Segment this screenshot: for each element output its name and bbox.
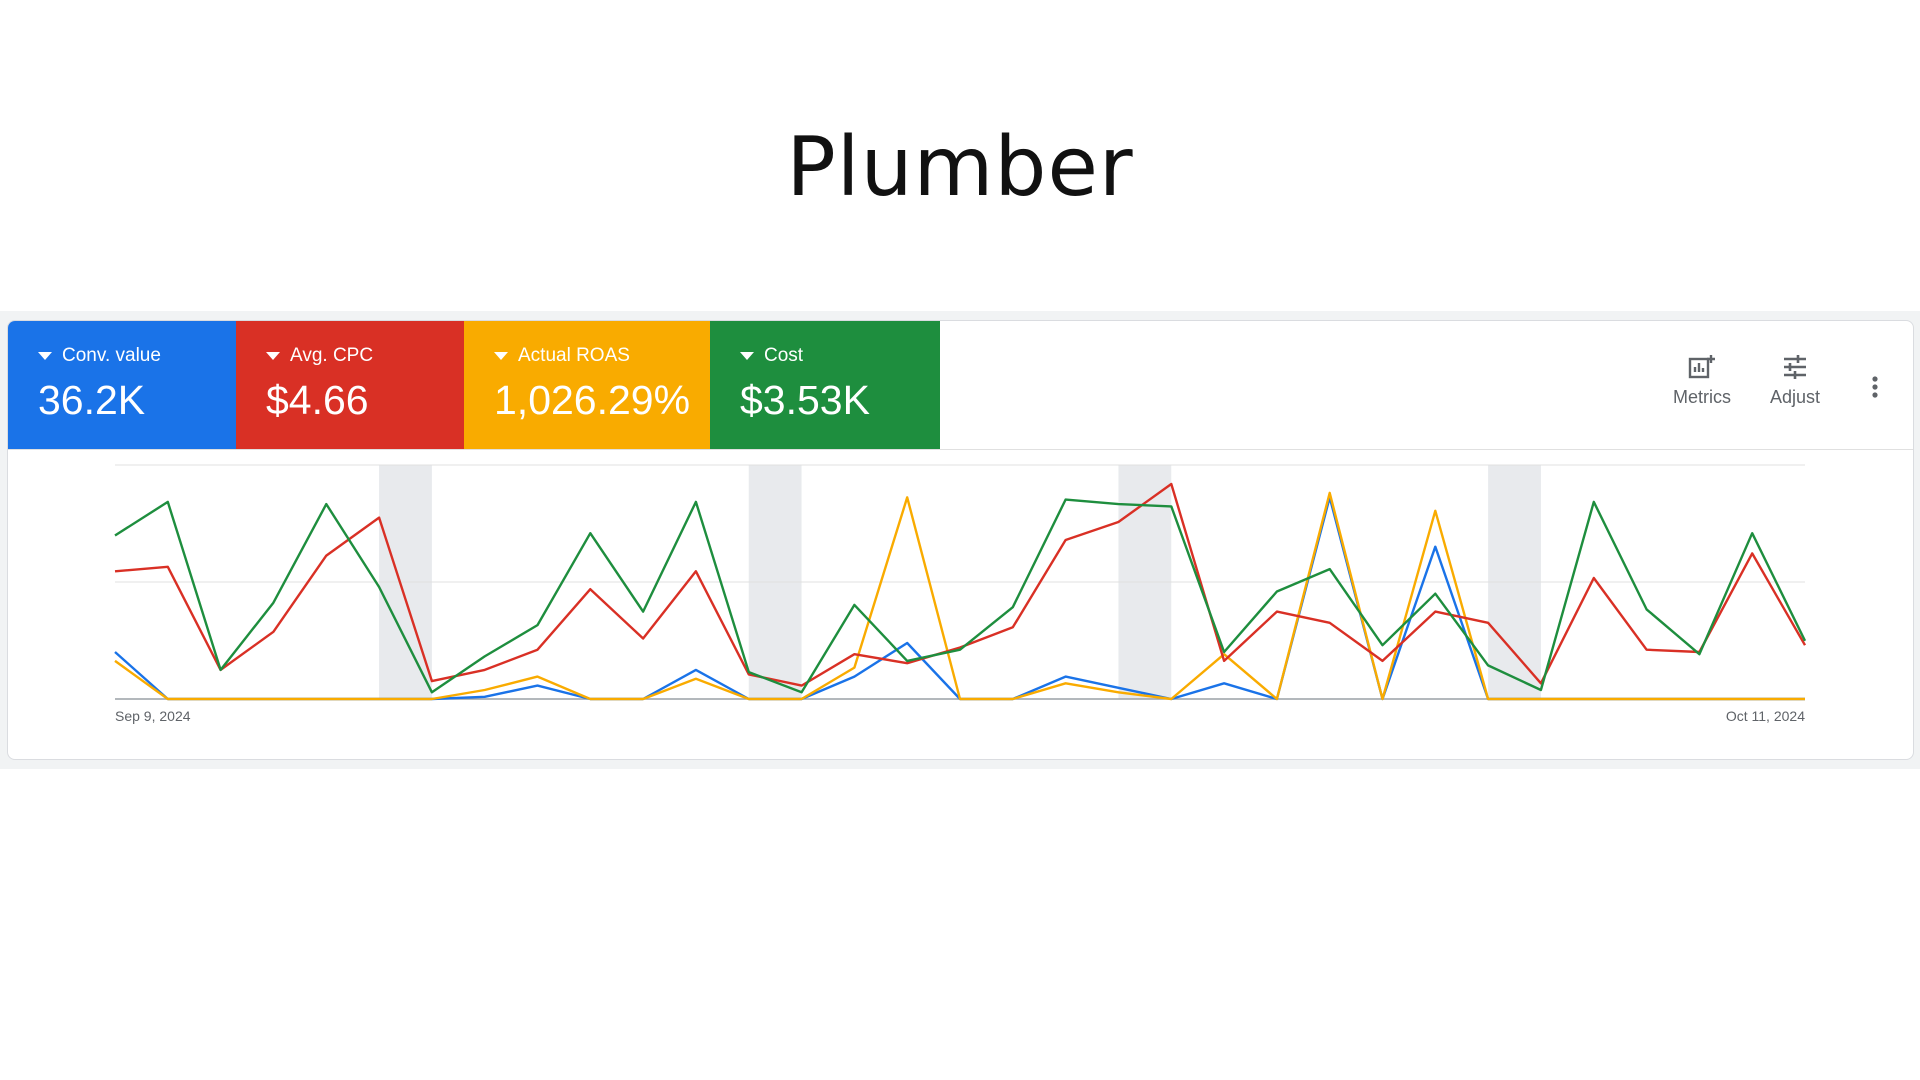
metric-value: 36.2K (38, 377, 146, 423)
series-line-2 (114, 482, 1807, 687)
chart-series (114, 482, 1807, 701)
metric-tile-cost[interactable]: Cost $3.53K (710, 321, 940, 449)
adjust-label: Adjust (1769, 387, 1821, 407)
metric-label: Conv. value (62, 345, 161, 366)
metric-value: 1,026.29% (494, 377, 691, 423)
dropdown-arrow-icon (740, 352, 754, 360)
metric-tiles: Conv. value 36.2K Avg. CPC $4.66 Actual … (8, 321, 940, 449)
metric-tile-conv-value[interactable]: Conv. value 36.2K (8, 321, 236, 449)
page-title: Plumber (786, 120, 1134, 215)
series-line-0 (114, 496, 1805, 701)
sliders-icon (1784, 355, 1806, 379)
chart-add-icon (1688, 355, 1715, 379)
dropdown-arrow-icon (266, 352, 280, 360)
x-axis-end-label: Oct 11, 2024 (1726, 708, 1805, 724)
performance-card: Conv. value 36.2K Avg. CPC $4.66 Actual … (7, 320, 1914, 760)
metric-value: $4.66 (266, 377, 369, 423)
metric-tile-avg-cpc[interactable]: Avg. CPC $4.66 (236, 321, 464, 449)
series-line-3 (114, 498, 1807, 694)
series-line-1 (114, 491, 1805, 701)
metric-value: $3.53K (740, 377, 870, 423)
metric-label: Avg. CPC (290, 345, 374, 366)
metric-label: Actual ROAS (518, 345, 630, 366)
header-divider (8, 449, 1913, 450)
adjust-button[interactable]: Adjust (1750, 353, 1840, 408)
dropdown-arrow-icon (38, 352, 52, 360)
metric-label: Cost (764, 345, 804, 366)
x-axis-start-label: Sep 9, 2024 (115, 708, 191, 724)
dropdown-arrow-icon (494, 352, 508, 360)
metric-tile-actual-roas[interactable]: Actual ROAS 1,026.29% (464, 321, 710, 449)
metrics-label: Metrics (1673, 387, 1731, 407)
more-vert-icon[interactable] (1865, 373, 1885, 403)
line-chart: Sep 9, 2024 Oct 11, 2024 (114, 464, 1807, 724)
metrics-button[interactable]: Metrics (1657, 353, 1747, 408)
